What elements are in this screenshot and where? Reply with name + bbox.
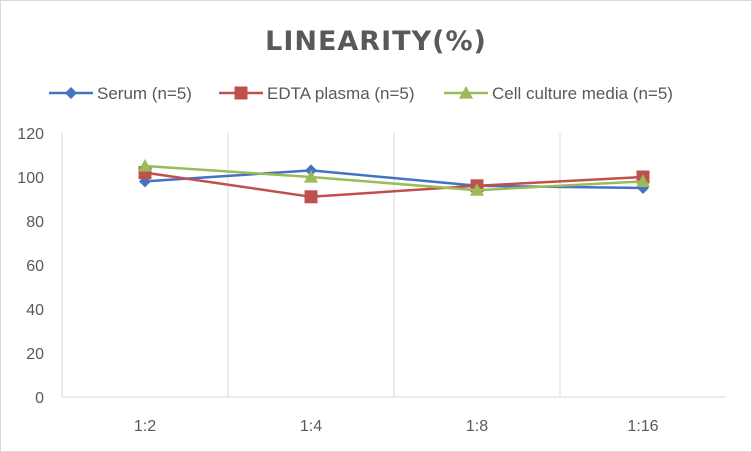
legend-label: Serum (n=5) [97,84,192,103]
series-3 [138,159,650,196]
legend-item: EDTA plasma (n=5) [219,84,415,103]
legend-item: Cell culture media (n=5) [444,84,673,103]
y-tick-label: 100 [17,170,44,187]
x-tick-label: 1:16 [627,418,658,435]
chart-title: LINEARITY(%) [265,26,487,57]
data-point [304,170,318,183]
legend-label: Cell culture media (n=5) [492,84,673,103]
y-tick-label: 60 [26,258,44,275]
y-tick-label: 40 [26,302,44,319]
legend-marker [234,86,248,100]
data-point [138,159,152,172]
data-point [470,183,484,196]
axes: 0 20 40 60 80 100 120 1:2 1:4 1:8 1:16 [17,126,726,435]
data-point [304,190,318,204]
y-tick-label: 120 [17,126,44,143]
y-tick-label: 20 [26,346,44,363]
legend: Serum (n=5) EDTA plasma (n=5) Cell culture… [49,84,673,103]
x-tick-label: 1:2 [134,418,156,435]
x-tick-label: 1:4 [300,418,322,435]
legend-label: EDTA plasma (n=5) [267,84,415,103]
y-tick-label: 0 [35,390,44,407]
x-tick-label: 1:8 [466,418,488,435]
series-line [144,171,644,199]
legend-marker [459,86,473,99]
legend-marker [65,87,77,99]
data-point [636,174,650,187]
y-tick-label: 80 [26,214,44,231]
legend-item: Serum (n=5) [49,84,192,103]
series-layer [138,159,650,204]
series-line [144,164,644,192]
